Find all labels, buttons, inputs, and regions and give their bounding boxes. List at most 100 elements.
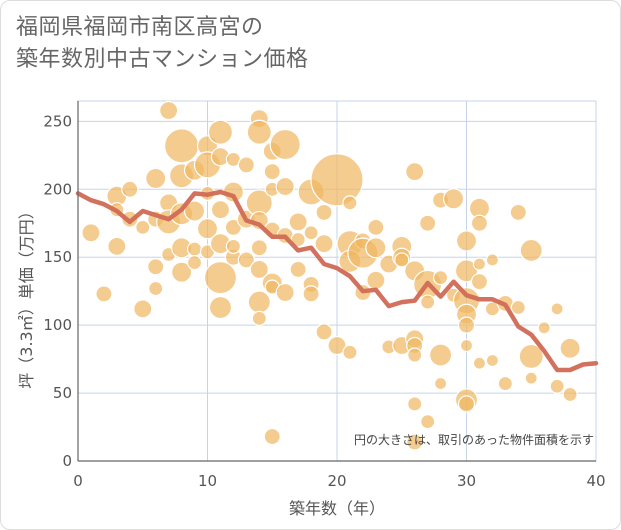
bubble-point [442,188,465,210]
bubble-point [550,302,564,316]
bubble-point [367,218,385,236]
bubble-point [394,252,410,268]
bubble-point [203,261,238,295]
bubble-point [549,378,565,394]
bubble-point [237,251,255,269]
bubble-point [251,310,267,326]
x-tick-label: 20 [327,472,346,490]
chart-title-line-1: 福岡県福岡市南区高宮の [16,15,264,40]
x-tick-labels: 0 10 20 30 40 [73,472,605,490]
bubble-point [407,396,423,412]
bubble-point [559,337,581,359]
bubble-point [470,273,489,291]
bubble-point [429,343,453,367]
bubble-point [186,241,203,257]
average-price-line [75,189,599,373]
bubble-point [135,219,151,235]
bubble-point [289,260,307,279]
bubble-point [121,180,139,198]
bubble-point [407,347,423,363]
y-tick-label: 50 [53,384,72,402]
bubble-size-note: 円の大きさは、取引のあった物件面積を示す [354,432,594,447]
y-tick-label: 150 [43,248,72,266]
bubble-point [237,156,255,174]
bubble-point [518,343,544,369]
bubble-point [315,203,333,221]
bubble-point [433,270,449,286]
bubble-point [419,214,437,232]
bubble-point [81,223,101,243]
bubble-point [406,433,424,451]
bubble-point [485,253,499,267]
y-tick-label: 0 [62,452,72,470]
bubble-point [159,100,179,121]
bubble-point [342,195,358,211]
bubble-point [225,238,241,254]
bubble-point [470,214,489,232]
bubble-point [303,225,319,241]
bubble-point [107,236,127,256]
bubble-point [342,344,358,360]
bubble-point [420,294,436,310]
bubble-point [327,335,347,356]
bubble-point [509,203,527,221]
x-tick-label: 40 [586,472,605,490]
x-tick-label: 0 [73,472,83,490]
bubble-point [263,163,281,181]
x-tick-label: 10 [198,472,217,490]
bubble-point [472,257,487,271]
x-tick-label: 30 [457,472,476,490]
bubble-point [302,285,320,303]
bubble-point [420,414,436,430]
bubble-point [288,212,308,232]
bubble-point [207,119,234,145]
bubble-point [434,376,448,391]
chart-title: 福岡県福岡市南区高宮の 築年数別中古マンション価格 [16,12,309,76]
bubble-point [537,321,551,335]
bubble-point [186,255,203,271]
bubble-point [562,386,578,403]
bubble-point [275,176,295,197]
chart-title-line-2: 築年数別中古マンション価格 [16,47,309,72]
bubble-point [455,230,478,252]
bubble-point [405,162,425,182]
y-tick-labels: 0 50 100 150 200 250 [43,112,72,470]
bubble-point [249,259,269,280]
bubble-point [208,295,233,320]
bubble-point [275,282,295,303]
bubble-point [145,167,167,190]
bubble-point [290,231,306,248]
trend-line-series [75,189,599,373]
bubble-point [457,395,476,413]
bubble-point [519,238,543,263]
bubble-point [365,237,387,259]
bubble-point [164,128,200,164]
bubble-point [459,338,474,353]
bubble-point [457,316,476,334]
bubble-point [510,299,526,316]
y-tick-label: 200 [43,180,72,198]
bubble-point [485,353,499,368]
bubble-point [95,285,113,303]
bubble-point [183,200,206,222]
y-tick-label: 250 [43,112,72,130]
bubble-point [210,200,231,220]
bubble-point [315,323,333,341]
bubble-point [314,234,334,254]
bubble-point [246,119,272,145]
bubble-point [366,270,386,290]
bubble-point [269,128,301,161]
bubble-point [497,375,513,392]
bubble-point [524,371,538,385]
bubble-point [133,299,153,319]
axes [77,101,596,462]
bubble-point [247,290,271,314]
y-axis-title: 坪（3.3㎡）単価（万円） [17,203,36,388]
bubble-point [310,153,364,207]
bubble-point [250,239,268,257]
bubble-point [472,356,487,370]
bubble-point [454,259,479,283]
x-axis-title: 築年数（年） [289,499,385,518]
